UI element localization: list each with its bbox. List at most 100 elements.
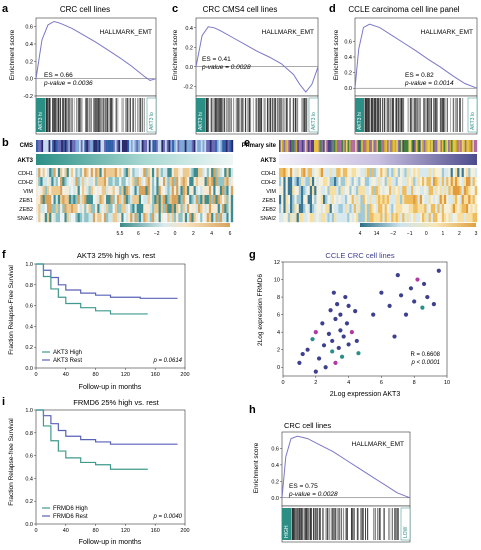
panel-i-rest-curve <box>36 409 178 445</box>
es-tick-label: 0.4 <box>271 463 279 469</box>
scatter-point <box>323 365 328 370</box>
km-y-tick: 0.0 <box>25 366 33 372</box>
panel-f-title: AKT3 25% high vs. rest <box>77 251 156 260</box>
panel-a-lo-label: AKT3 lo <box>149 112 155 130</box>
panel-c-ylabel: Enrichment score <box>172 29 179 80</box>
panel-h-pval: p-value = 0.0028 <box>288 491 338 498</box>
km-y-tick: 0.8 <box>25 431 33 437</box>
scatter-point <box>403 312 409 317</box>
km-x-tick: 80 <box>93 372 99 378</box>
panel-b-gene-labels: CDH1 CDH2 VIM ZEB1 ZEB2 SNAI2 <box>17 171 33 222</box>
panel-b: b CMS AKT3 CDH1 CDH2 VIM ZEB1 ZEB2 SNAI2 5.5 6… <box>2 137 234 237</box>
panel-c-title: CRC CMS4 cell lines <box>203 5 278 14</box>
scatter-point <box>328 308 333 313</box>
gene-label: ZEB2 <box>262 207 276 213</box>
panel-c-pval: p-value = 0.0028 <box>201 64 251 71</box>
panel-e-row2: AKT3 <box>260 158 276 164</box>
panel-g-r: R = 0.6608 <box>410 352 440 358</box>
panel-b-row1: CMS <box>20 143 33 149</box>
scale-label: 5.5 <box>117 231 124 237</box>
scatter-y-tick: 0 <box>277 365 280 371</box>
km-y-tick: 1.0 <box>25 408 33 414</box>
km-y-tick: 0.2 <box>25 499 33 505</box>
panel-e-letter: e <box>244 137 250 149</box>
panel-c-barcode <box>196 96 318 134</box>
km-y-tick: 0.2 <box>25 345 33 351</box>
panel-h-letter: h <box>249 404 256 416</box>
panel-d-geneset: HALLMARK_EMT <box>421 29 473 36</box>
es-tick-label: 0.0 <box>271 496 279 502</box>
scatter-x-tick: 6 <box>380 380 383 386</box>
scatter-point <box>425 294 430 300</box>
panel-i-ylabel: Fraction Relapse-free Survival <box>8 418 15 506</box>
panel-i-legend-high: FRMD6 High <box>53 506 88 512</box>
scatter-point <box>415 277 420 282</box>
scatter-point <box>421 281 427 287</box>
panel-i-legend-rest: FRMD6 Rest <box>53 514 88 520</box>
scale-label: 4 <box>359 231 362 237</box>
panel-a-barcode <box>36 96 156 134</box>
scatter-point <box>392 334 397 339</box>
panel-e-gene-labels: CDH1 CDH2 VIM ZEB1 ZEB2 SNAI2 <box>260 171 276 222</box>
scatter-point <box>320 321 325 326</box>
km-y-tick: 0.4 <box>25 476 33 482</box>
es-tick-label: 0.4 <box>25 42 33 48</box>
gene-label: CDH1 <box>261 171 276 177</box>
panel-e-row1: Primary site <box>242 143 277 149</box>
panel-f: f AKT3 25% high vs. rest Fraction Relaps… <box>2 249 190 391</box>
panel-a-es-curve <box>35 20 157 81</box>
panel-f-legend-high: AKT3 High <box>53 350 82 356</box>
scatter-point <box>297 360 302 365</box>
panel-g-title: CCLE CRC cell lines <box>325 251 394 260</box>
gene-label: ZEB1 <box>19 198 33 204</box>
panel-a-pval: p-value = 0.0036 <box>43 80 93 87</box>
km-x-tick: 40 <box>63 528 69 534</box>
scale-label: 2 <box>192 231 195 237</box>
scatter-point <box>408 286 414 291</box>
panel-d-lo-label: AKT3 lo <box>470 112 476 130</box>
panel-g-xlabel: 2Log expression AKT3 <box>330 391 401 398</box>
scatter-point <box>335 301 340 307</box>
panel-i: i FRMD6 25% high vs. rest Fraction Relap… <box>2 396 190 546</box>
scatter-point <box>371 312 376 317</box>
panel-f-letter: f <box>2 249 6 261</box>
panel-g-points <box>297 268 441 374</box>
scatter-point <box>313 369 318 374</box>
gene-label: VIM <box>23 189 33 195</box>
gene-label: ZEB1 <box>262 198 276 204</box>
es-tick-label: 0.2 <box>185 45 193 51</box>
km-x-tick: 200 <box>180 528 189 534</box>
scatter-point <box>339 354 345 359</box>
panel-d-title: CCLE carcinoma cell line panel <box>348 5 459 14</box>
scatter-point <box>326 331 332 337</box>
panel-g: g CCLE CRC cell lines 2Log expression FR… <box>249 249 450 398</box>
scatter-point <box>313 330 318 335</box>
panel-a-letter: a <box>2 3 9 15</box>
es-tick-label: 0.0 <box>25 77 33 83</box>
scatter-point <box>338 312 343 317</box>
panel-i-title: FRMD6 25% high vs. rest <box>73 398 159 407</box>
gene-label: VIM <box>266 189 276 195</box>
scatter-point <box>346 342 351 347</box>
scale-label: −2 <box>390 231 396 237</box>
panel-b-letter: b <box>2 137 9 149</box>
panel-h-hi-label: HIGH <box>284 525 290 538</box>
gene-label: CDH2 <box>18 180 33 186</box>
panel-d-hi-label: AKT3 hi <box>357 112 363 130</box>
panel-g-ylabel: 2Log expression FRMD6 <box>257 274 264 346</box>
scale-label: −2 <box>154 231 160 237</box>
gene-label: ZEB2 <box>19 207 33 213</box>
scatter-x-tick: 10 <box>444 380 450 386</box>
km-y-tick: 0.0 <box>25 522 33 528</box>
scatter-point <box>353 309 358 314</box>
scatter-point <box>431 301 436 307</box>
es-tick-label: 0.2 <box>271 479 279 485</box>
panel-h: h CRC cell lines Enrichment score HALLMA… <box>249 404 411 543</box>
scatter-point <box>321 343 327 348</box>
scale-label: 0 <box>425 231 428 237</box>
panel-g-pval: p < 0.0001 <box>410 360 440 366</box>
panel-i-high-curve <box>36 409 148 470</box>
es-tick-label: 0.6 <box>25 25 33 31</box>
scatter-point <box>379 290 384 295</box>
